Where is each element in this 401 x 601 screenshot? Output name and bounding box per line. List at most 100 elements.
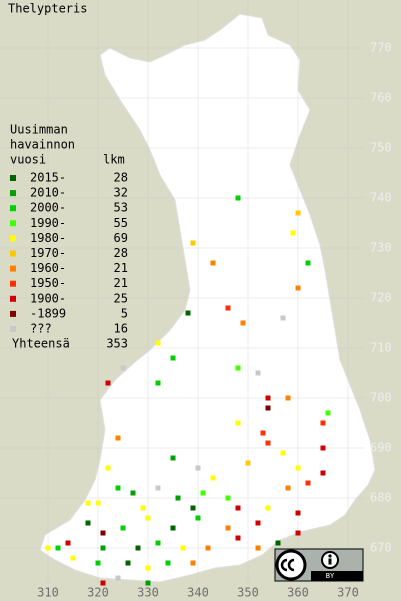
observation — [100, 530, 106, 536]
observation — [85, 500, 91, 506]
legend-count: 16 — [114, 322, 128, 336]
observation — [235, 365, 241, 371]
legend-swatch — [10, 310, 16, 317]
x-tick-label: 320 — [87, 586, 109, 600]
observation — [180, 545, 186, 551]
observation — [70, 555, 76, 561]
observation — [100, 580, 106, 586]
legend-count: 5 — [121, 306, 128, 320]
observation — [135, 545, 141, 551]
observation — [170, 455, 176, 461]
legend-swatch — [10, 295, 16, 302]
observation — [170, 525, 176, 531]
legend-count: 21 — [114, 261, 128, 275]
y-tick-label: 670 — [370, 541, 392, 555]
x-tick-label: 360 — [287, 586, 309, 600]
observation — [155, 380, 161, 386]
legend-count: 28 — [114, 171, 128, 185]
legend-count: 32 — [114, 186, 128, 200]
observation — [155, 540, 161, 546]
legend-header: havainnon — [10, 138, 75, 152]
observation — [115, 485, 121, 491]
observation — [140, 505, 146, 511]
observation — [155, 485, 161, 491]
observation — [115, 435, 121, 441]
observation — [100, 545, 106, 551]
observation — [265, 395, 271, 401]
x-tick-label: 370 — [337, 586, 359, 600]
observation — [85, 520, 91, 526]
observation — [255, 370, 261, 376]
observation — [175, 495, 181, 501]
observation — [105, 465, 111, 471]
legend-swatch — [10, 250, 16, 257]
observation — [185, 310, 191, 316]
observation — [305, 260, 311, 266]
legend-swatch — [10, 280, 16, 287]
legend-count-header: lkm — [103, 153, 125, 167]
observation — [305, 480, 311, 486]
legend-label: 2000- — [30, 201, 66, 215]
observation — [145, 580, 151, 586]
cc-icon — [275, 549, 307, 581]
x-tick-label: 310 — [37, 586, 59, 600]
legend-count: 55 — [114, 216, 128, 230]
observation — [145, 565, 151, 571]
legend-count: 28 — [114, 246, 128, 260]
observation — [295, 530, 301, 536]
observation — [225, 305, 231, 311]
observation — [320, 470, 326, 476]
observation — [190, 240, 196, 246]
legend-count: 21 — [114, 276, 128, 290]
observation — [320, 445, 326, 451]
y-tick-label: 760 — [370, 91, 392, 105]
legend-swatch — [10, 235, 16, 242]
y-tick-label: 720 — [370, 291, 392, 305]
legend-count: 53 — [114, 201, 128, 215]
by-body — [328, 558, 332, 565]
observation — [145, 515, 151, 521]
legend-swatch — [10, 190, 16, 197]
y-tick-label: 690 — [370, 441, 392, 455]
observation — [285, 395, 291, 401]
legend-label: 1970- — [30, 246, 66, 260]
observation — [55, 545, 61, 551]
observation — [190, 560, 196, 566]
cc-glyph — [280, 558, 295, 572]
observation — [285, 485, 291, 491]
observation — [295, 465, 301, 471]
legend-swatch — [10, 175, 16, 181]
observation — [205, 545, 211, 551]
observation — [195, 515, 201, 521]
observation — [165, 560, 171, 566]
observation — [265, 440, 271, 446]
legend-swatch — [10, 265, 16, 272]
observation — [105, 380, 111, 386]
observation — [235, 420, 241, 426]
observation — [115, 575, 121, 581]
observation — [280, 315, 286, 321]
license-badge: BY — [274, 548, 364, 582]
observation — [255, 520, 261, 526]
y-tick-label: 730 — [370, 241, 392, 255]
observation — [245, 460, 251, 466]
observation — [130, 490, 136, 496]
observation — [195, 465, 201, 471]
x-tick-label: 340 — [187, 586, 209, 600]
observation — [120, 365, 126, 371]
observation — [210, 260, 216, 266]
legend-label: 1980- — [30, 231, 66, 245]
legend-swatch — [10, 326, 16, 332]
observation — [280, 450, 286, 456]
observation — [120, 525, 126, 531]
observation — [95, 500, 101, 506]
observation — [235, 535, 241, 541]
observation — [295, 210, 301, 216]
observation — [210, 475, 216, 481]
legend-label: 1990- — [30, 216, 66, 230]
observation — [200, 490, 206, 496]
legend-label: 1900- — [30, 291, 66, 305]
legend-label: -1899 — [30, 306, 66, 320]
observation — [225, 525, 231, 531]
